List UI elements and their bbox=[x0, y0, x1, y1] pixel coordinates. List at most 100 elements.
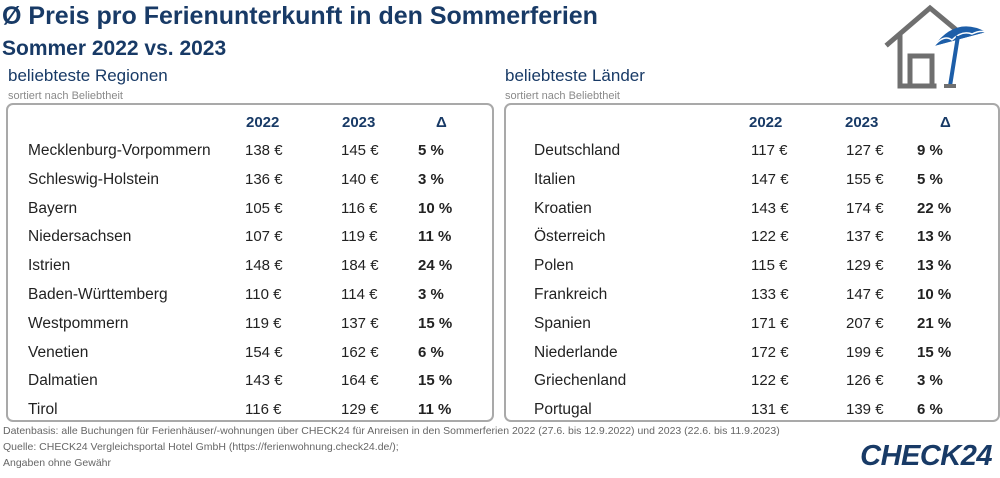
row-delta: 5 % bbox=[917, 170, 943, 188]
row-delta: 15 % bbox=[917, 343, 952, 361]
row-price-2022: 138 € bbox=[245, 142, 283, 159]
table-row: Niederlande 172 € 199 € 15 % bbox=[506, 338, 998, 367]
row-name: Niedersachsen bbox=[28, 228, 132, 246]
table-row: Kroatien 143 € 174 € 22 % bbox=[506, 194, 998, 223]
table-row: Portugal 131 € 139 € 6 % bbox=[506, 395, 998, 424]
row-price-2023: 174 € bbox=[846, 199, 884, 217]
row-price-2023: 119 € bbox=[341, 228, 378, 246]
footer-source: Quelle: CHECK24 Vergleichsportal Hotel G… bbox=[3, 441, 399, 453]
row-delta: 3 % bbox=[418, 170, 444, 188]
row-price-2023: 164 € bbox=[341, 372, 379, 390]
row-name: Deutschland bbox=[534, 142, 621, 159]
table-row: Westpommern 119 € 137 € 15 % bbox=[8, 309, 492, 338]
row-price-2023: 145 € bbox=[341, 142, 379, 159]
row-price-2023: 127 € bbox=[846, 142, 884, 159]
row-delta: 15 % bbox=[418, 372, 453, 390]
row-price-2023: 140 € bbox=[341, 170, 379, 188]
page-subtitle: Sommer 2022 vs. 2023 bbox=[2, 37, 227, 60]
table-row: Frankreich 133 € 147 € 10 % bbox=[506, 280, 998, 309]
row-delta: 22 % bbox=[917, 199, 952, 217]
row-name: Schleswig-Holstein bbox=[28, 170, 159, 188]
row-price-2023: 137 € bbox=[846, 228, 884, 246]
row-price-2022: 115 € bbox=[751, 257, 788, 275]
regions-table: 2022 2023 Δ Mecklenburg-Vorpommern 138 € 1… bbox=[6, 103, 494, 422]
row-delta: 11 % bbox=[418, 401, 452, 419]
row-price-2022: 154 € bbox=[245, 343, 283, 361]
row-price-2022: 172 € bbox=[751, 343, 789, 361]
row-price-2022: 136 € bbox=[245, 170, 283, 188]
page-title: Ø Preis pro Ferienunterkunft in den Somm… bbox=[2, 2, 598, 30]
table-row: Niedersachsen 107 € 119 € 11 % bbox=[8, 222, 492, 251]
row-price-2023: 147 € bbox=[846, 286, 884, 303]
column-header-2022: 2022 bbox=[749, 114, 783, 131]
table-row: Griechenland 122 € 126 € 3 % bbox=[506, 366, 998, 395]
row-delta: 15 % bbox=[418, 314, 453, 332]
row-delta: 6 % bbox=[418, 343, 444, 361]
row-name: Dalmatien bbox=[28, 372, 98, 390]
table-row: Deutschland 117 € 127 € 9 % bbox=[506, 136, 998, 165]
row-price-2023: 116 € bbox=[341, 199, 378, 217]
row-price-2022: 143 € bbox=[751, 199, 789, 217]
row-delta: 11 % bbox=[418, 228, 452, 246]
row-name: Griechenland bbox=[534, 372, 627, 390]
countries-note: sortiert nach Beliebtheit bbox=[505, 90, 620, 102]
row-price-2023: 155 € bbox=[846, 170, 884, 188]
table-row: Italien 147 € 155 € 5 % bbox=[506, 165, 998, 194]
table-row: Mecklenburg-Vorpommern 138 € 145 € 5 % bbox=[8, 136, 492, 165]
table-row: Istrien 148 € 184 € 24 % bbox=[8, 251, 492, 280]
row-price-2022: 122 € bbox=[751, 372, 789, 390]
row-price-2022: 105 € bbox=[245, 199, 283, 217]
row-price-2022: 131 € bbox=[751, 401, 789, 419]
row-delta: 13 % bbox=[917, 257, 952, 275]
row-price-2023: 207 € bbox=[846, 314, 884, 332]
row-delta: 3 % bbox=[917, 372, 943, 390]
row-name: Frankreich bbox=[534, 286, 608, 303]
row-price-2023: 114 € bbox=[341, 286, 378, 303]
row-delta: 24 % bbox=[418, 257, 453, 275]
house-umbrella-icon bbox=[884, 4, 987, 89]
row-delta: 10 % bbox=[917, 286, 952, 303]
countries-heading: beliebteste Länder bbox=[505, 66, 645, 85]
table-row: Österreich 122 € 137 € 13 % bbox=[506, 222, 998, 251]
row-name: Mecklenburg-Vorpommern bbox=[28, 142, 211, 159]
row-price-2023: 184 € bbox=[341, 257, 379, 275]
row-delta: 5 % bbox=[418, 142, 444, 159]
row-price-2022: 116 € bbox=[245, 401, 282, 419]
row-delta: 13 % bbox=[917, 228, 952, 246]
row-delta: 6 % bbox=[917, 401, 943, 419]
row-name: Kroatien bbox=[534, 199, 592, 217]
row-price-2022: 133 € bbox=[751, 286, 789, 303]
table-row: Bayern 105 € 116 € 10 % bbox=[8, 194, 492, 223]
footer-data-basis: Datenbasis: alle Buchungen für Ferienhäu… bbox=[3, 425, 780, 437]
row-name: Portugal bbox=[534, 401, 592, 419]
row-price-2023: 199 € bbox=[846, 343, 884, 361]
row-name: Niederlande bbox=[534, 343, 618, 361]
row-name: Baden-Württemberg bbox=[28, 286, 168, 303]
row-price-2022: 122 € bbox=[751, 228, 789, 246]
row-name: Venetien bbox=[28, 343, 89, 361]
row-delta: 10 % bbox=[418, 199, 453, 217]
row-delta: 9 % bbox=[917, 142, 943, 159]
column-header-delta: Δ bbox=[436, 114, 447, 131]
row-name: Italien bbox=[534, 170, 576, 188]
row-price-2022: 110 € bbox=[245, 286, 282, 303]
column-header-delta: Δ bbox=[940, 114, 951, 131]
row-price-2023: 162 € bbox=[341, 343, 379, 361]
row-name: Bayern bbox=[28, 199, 78, 217]
column-header-2023: 2023 bbox=[342, 114, 376, 131]
row-name: Istrien bbox=[28, 257, 71, 275]
row-name: Österreich bbox=[534, 228, 606, 246]
regions-note: sortiert nach Beliebtheit bbox=[8, 90, 123, 102]
table-row: Dalmatien 143 € 164 € 15 % bbox=[8, 366, 492, 395]
row-price-2022: 117 € bbox=[751, 142, 788, 159]
table-row: Polen 115 € 129 € 13 % bbox=[506, 251, 998, 280]
row-price-2022: 171 € bbox=[751, 314, 789, 332]
table-row: Spanien 171 € 207 € 21 % bbox=[506, 309, 998, 338]
footer-disclaimer: Angaben ohne Gewähr bbox=[3, 457, 111, 469]
row-price-2022: 143 € bbox=[245, 372, 283, 390]
row-price-2023: 126 € bbox=[846, 372, 884, 390]
row-name: Polen bbox=[534, 257, 574, 275]
row-name: Spanien bbox=[534, 314, 591, 332]
row-name: Westpommern bbox=[28, 314, 129, 332]
table-row: Baden-Württemberg 110 € 114 € 3 % bbox=[8, 280, 492, 309]
